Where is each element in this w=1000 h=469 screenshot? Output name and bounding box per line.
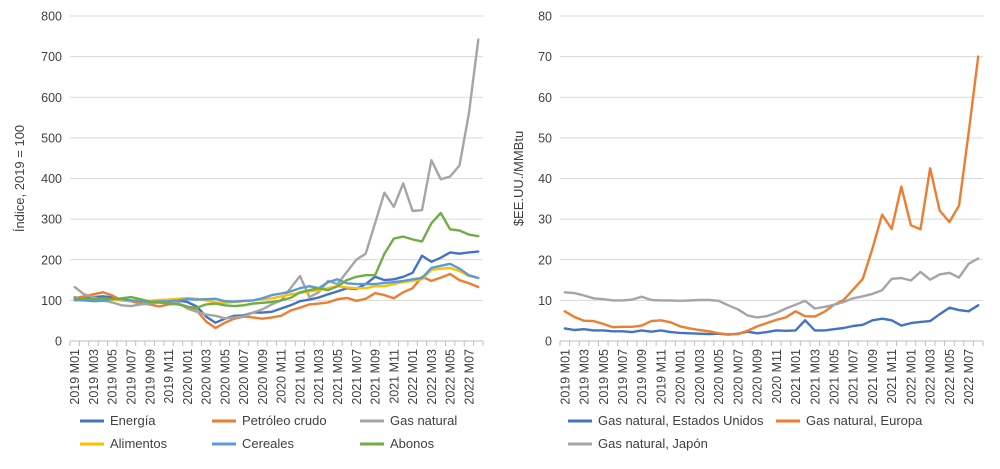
chart0-x-tick-label: 2019 M09 — [143, 349, 157, 405]
chart1-x-tick-label: 2021 M11 — [885, 349, 899, 404]
chart0-y-tick-label: 500 — [41, 131, 62, 145]
chart0-x-tick-label: 2019 M05 — [106, 349, 120, 405]
chart1-legend-label: Gas natural, Europa — [806, 413, 923, 428]
chart1-y-tick-label: 50 — [538, 131, 552, 145]
chart1-y-axis-title: $EE.UU./MMBtu — [511, 131, 526, 226]
chart0-x-tick-label: 2020 M01 — [181, 349, 195, 405]
chart0-y-tick-label: 300 — [41, 213, 62, 227]
chart1-y-tick-label: 0 — [545, 335, 552, 349]
chart1-x-tick-label: 2020 M11 — [770, 349, 784, 404]
chart0-y-tick-label: 600 — [41, 91, 62, 105]
chart0-x-tick-label: 2021 M01 — [293, 349, 307, 405]
chart0-legend-label: Gas natural — [390, 413, 457, 428]
chart1-x-tick-label: 2019 M09 — [635, 349, 649, 405]
chart0-y-axis-title: Índice, 2019 = 100 — [12, 125, 27, 232]
chart1-x-tick-label: 2019 M03 — [578, 349, 592, 405]
chart0-x-tick-label: 2021 M05 — [331, 349, 345, 405]
chart0-series-line-abonos — [73, 211, 480, 309]
chart0-legend-label: Petróleo crudo — [242, 413, 327, 428]
chart1-x-tick-label: 2022 M07 — [962, 349, 976, 405]
chart1-y-tick-label: 20 — [538, 253, 552, 267]
chart0-legend-label: Energía — [110, 413, 156, 428]
chart0-legend-label: Abonos — [390, 436, 435, 451]
chart1-x-tick-label: 2021 M07 — [847, 349, 861, 405]
chart1-legend-label: Gas natural, Japón — [598, 436, 708, 451]
chart1-y-tick-label: 80 — [538, 10, 552, 24]
chart0-y-tick-label: 100 — [41, 294, 62, 308]
chart0-y-tick-label: 700 — [41, 50, 62, 64]
chart0-x-tick-label: 2020 M11 — [275, 349, 289, 404]
chart1-x-tick-label: 2021 M03 — [808, 349, 822, 405]
chart1-series-line-gas-natural-japón — [563, 257, 980, 319]
chart0-x-tick-label: 2020 M05 — [218, 349, 232, 405]
right-chart-gas-prices: 0 10 20 30 40 50 60 70 80 2019 M01 2019 M03 2019 M0… — [511, 10, 984, 451]
chart0-x-tick-label: 2022 M01 — [406, 349, 420, 405]
chart0-x-tick-label: 2022 M07 — [462, 349, 476, 405]
chart1-y-tick-label: 10 — [538, 294, 552, 308]
chart0-x-tick-label: 2019 M11 — [162, 349, 176, 404]
chart1-x-tick-label: 2021 M09 — [866, 349, 880, 405]
chart1-y-tick-label: 70 — [538, 50, 552, 64]
chart0-x-tick-label: 2020 M03 — [200, 349, 214, 405]
chart0-x-tick-label: 2021 M09 — [369, 349, 383, 405]
chart0-x-tick-label: 2022 M05 — [444, 349, 458, 405]
chart1-x-tick-label: 2019 M11 — [654, 349, 668, 404]
chart0-y-tick-label: 200 — [41, 253, 62, 267]
chart1-x-tick-label: 2020 M01 — [674, 349, 688, 405]
chart1-x-tick-label: 2020 M05 — [712, 349, 726, 405]
chart1-x-tick-label: 2019 M07 — [616, 349, 630, 405]
left-chart-indices: 0 100 200 300 400 500 600 700 800 2019 M01 2019 M0… — [12, 10, 484, 451]
chart1-series-line-gas-natural-europa — [563, 55, 980, 336]
chart0-x-tick-label: 2019 M03 — [87, 349, 101, 405]
chart1-series-line-gas-natural-estados-unidos — [563, 304, 980, 336]
chart0-x-tick-label: 2021 M07 — [350, 349, 364, 405]
chart1-x-tick-label: 2019 M01 — [558, 349, 572, 405]
chart1-x-tick-label: 2022 M05 — [943, 349, 957, 405]
chart1-x-tick-label: 2021 M05 — [827, 349, 841, 405]
chart1-x-tick-label: 2022 M03 — [924, 349, 938, 405]
chart1-y-tick-label: 60 — [538, 91, 552, 105]
chart1-x-tick-label: 2020 M03 — [693, 349, 707, 405]
chart1-x-tick-label: 2020 M07 — [731, 349, 745, 405]
chart0-x-tick-label: 2021 M03 — [312, 349, 326, 405]
chart1-x-tick-label: 2021 M01 — [789, 349, 803, 405]
chart1-legend-label: Gas natural, Estados Unidos — [598, 413, 764, 428]
chart0-x-tick-label: 2021 M11 — [387, 349, 401, 404]
chart0-x-tick-label: 2020 M09 — [256, 349, 270, 405]
chart1-x-tick-label: 2019 M05 — [597, 349, 611, 405]
chart0-x-tick-label: 2022 M03 — [425, 349, 439, 405]
chart1-x-tick-label: 2022 M01 — [904, 349, 918, 405]
chart1-y-tick-label: 40 — [538, 172, 552, 186]
chart1-x-tick-label: 2020 M09 — [751, 349, 765, 405]
chart0-series-line-cereales — [73, 262, 480, 304]
chart0-x-tick-label: 2019 M07 — [125, 349, 139, 405]
chart0-legend-label: Alimentos — [110, 436, 168, 451]
chart0-x-tick-label: 2020 M07 — [237, 349, 251, 405]
chart0-y-tick-label: 800 — [41, 10, 62, 24]
chart0-y-tick-label: 0 — [55, 335, 62, 349]
chart0-x-tick-label: 2019 M01 — [68, 349, 82, 405]
chart0-series-line-energía — [73, 250, 480, 324]
chart0-legend-label: Cereales — [242, 436, 295, 451]
chart0-y-tick-label: 400 — [41, 172, 62, 186]
chart1-y-tick-label: 30 — [538, 213, 552, 227]
